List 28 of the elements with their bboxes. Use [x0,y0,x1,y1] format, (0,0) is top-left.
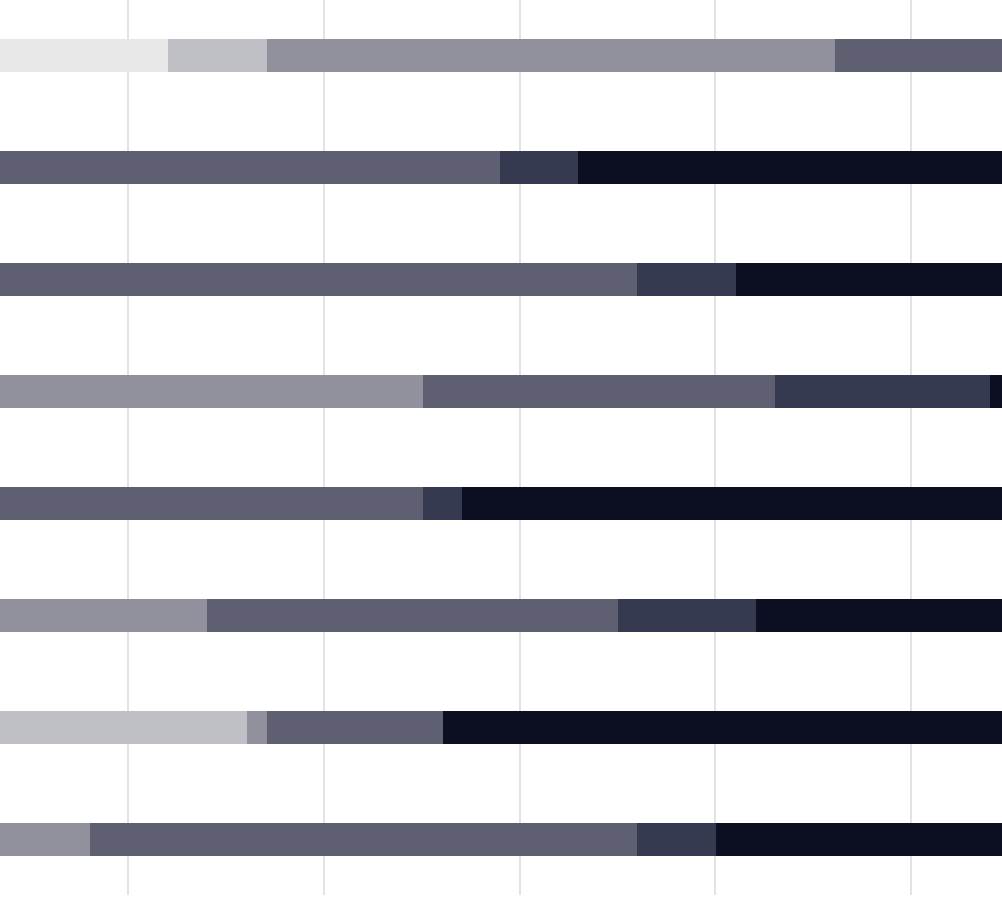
bar [0,710,248,744]
bar [168,39,267,73]
bar [0,486,423,520]
bar [637,822,717,856]
bar [266,39,835,73]
bar [207,598,619,632]
bar [422,375,775,409]
bar [0,263,638,297]
bar [500,151,579,185]
bar [755,598,1002,632]
bar [247,710,267,744]
bar [422,486,462,520]
bar [637,263,737,297]
bar [578,151,1002,185]
bar [716,822,1002,856]
bar [834,39,1002,73]
bar [0,598,208,632]
bar [90,822,638,856]
bar [774,375,990,409]
bar [442,710,1002,744]
bar [266,710,443,744]
bar [0,375,423,409]
bar [461,486,1002,520]
bar [0,822,91,856]
bar [736,263,1002,297]
bar [989,375,1002,409]
bar [0,151,500,185]
bar [618,598,756,632]
